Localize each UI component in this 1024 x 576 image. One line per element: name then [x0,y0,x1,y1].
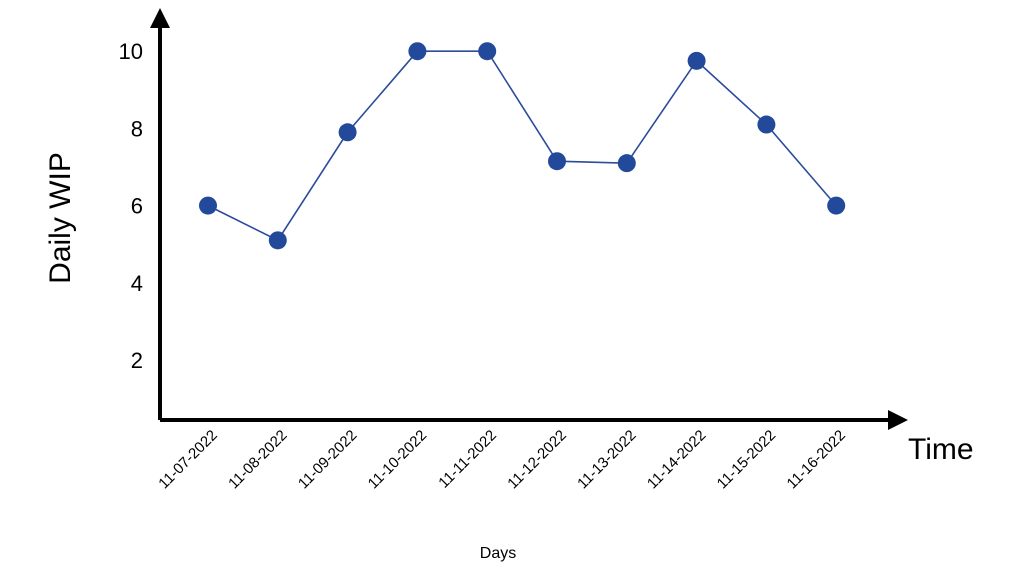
x-tick-label: 11-16-2022 [784,427,849,492]
y-tick-labels: 2 4 6 8 10 [119,39,143,373]
y-tick-label: 8 [131,116,143,141]
x-tick-label: 11-07-2022 [155,427,220,492]
x-tick-label: 11-12-2022 [504,427,569,492]
x-tick-label: 11-11-2022 [435,427,500,492]
y-tick-label: 2 [131,348,143,373]
x-tick-label: 11-13-2022 [574,427,639,492]
data-point [548,152,566,171]
series-group [199,42,846,250]
x-tick-label: 11-10-2022 [365,427,430,492]
x-tick-label: 11-14-2022 [644,427,709,492]
data-point [827,196,846,215]
data-point [617,154,636,173]
data-point [338,123,357,142]
axes [150,8,908,430]
x-tick-label: 11-15-2022 [714,427,779,492]
data-point [478,42,497,61]
y-tick-label: 6 [131,194,143,219]
x-axis-end-label: Time [908,433,974,466]
data-point [199,196,217,215]
y-axis-label: Daily WIP [44,152,77,284]
y-tick-label: 10 [119,39,143,64]
x-tick-label: 11-08-2022 [225,427,290,492]
x-tick-label: 11-09-2022 [295,427,360,492]
x-axis-label: Days [480,545,516,562]
x-tick-labels: 11-07-2022 11-08-2022 11-09-2022 11-10-2022… [155,427,849,492]
data-point [408,42,427,61]
series-line [207,50,837,242]
data-point [268,231,287,250]
y-tick-label: 4 [131,271,143,296]
data-point [687,51,706,70]
data-point [757,115,776,134]
